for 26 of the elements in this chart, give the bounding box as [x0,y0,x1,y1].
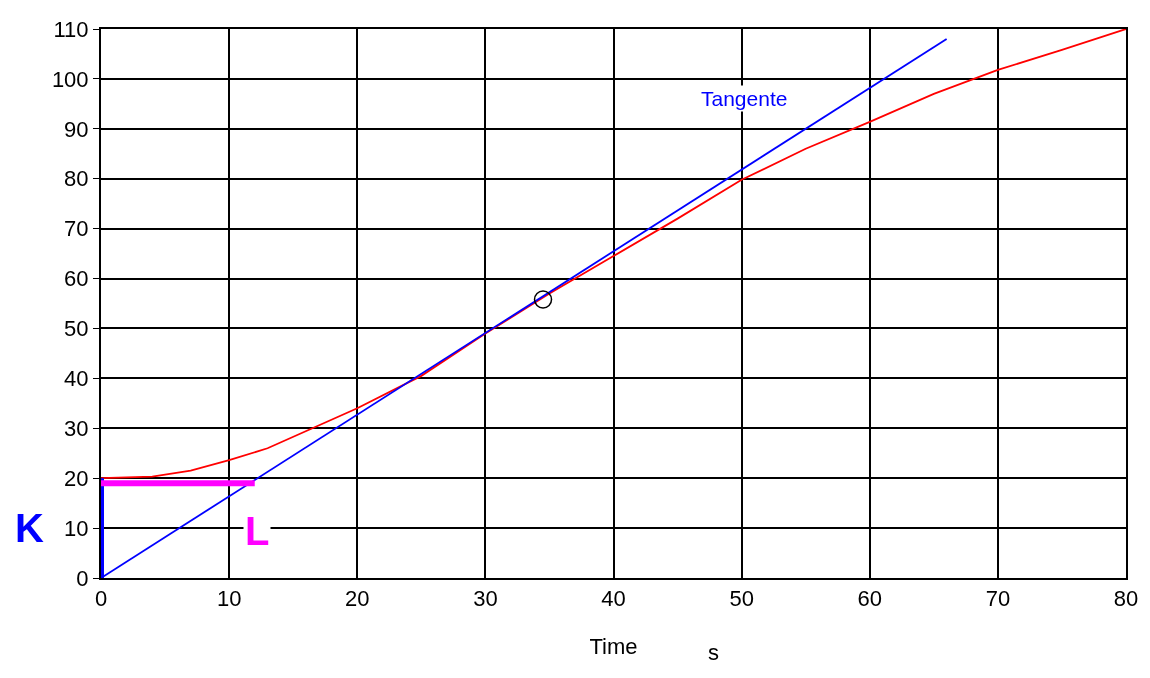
y-tick-label: 110 [53,16,89,42]
x-tick-label: 80 [1113,586,1139,612]
x-tick-label: 70 [985,586,1011,612]
x-tick-label: 40 [601,586,626,612]
x-tick-label: 10 [216,586,242,612]
y-tick-label: 60 [64,266,89,292]
x-tick-label: 50 [729,586,754,612]
x-axis-title: Time [589,633,638,659]
x-tick-label: 20 [345,586,370,612]
x-tick-label: 0 [94,586,108,612]
y-tick-label: 90 [64,116,89,142]
series-label: L [245,509,270,553]
y-tick-label: 100 [51,66,89,92]
y-tick-label: 50 [64,316,89,342]
y-tick-label: 20 [64,465,89,491]
x-tick-label: 60 [857,586,882,612]
x-tick-label: 30 [473,586,498,612]
y-tick-label: 10 [64,515,89,541]
y-tick-label: 80 [64,166,89,192]
y-tick-label: 40 [64,366,89,392]
y-tick-label: 70 [64,216,89,242]
series-label: Tangente [701,87,788,110]
y-tick-label: 0 [76,565,89,591]
series-label: K [15,506,44,550]
text: s [708,640,719,665]
y-tick-label: 30 [64,415,89,441]
